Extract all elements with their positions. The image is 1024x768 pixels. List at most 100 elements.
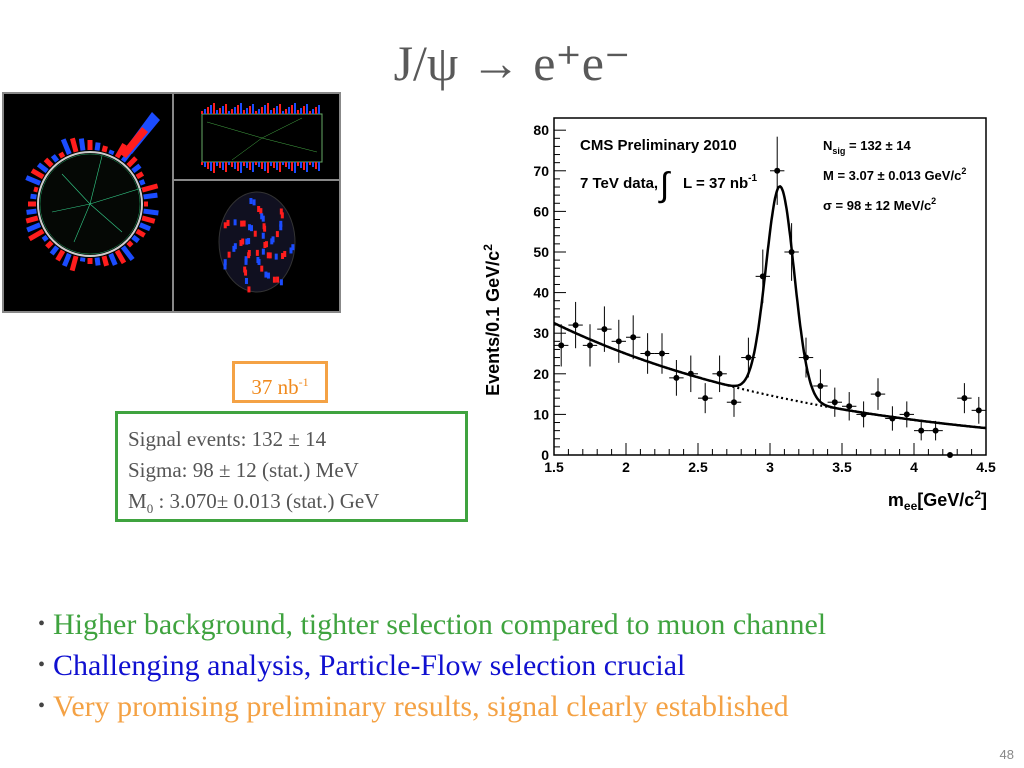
chart-luminosity-text: L = 37 nb [683,175,748,192]
fit-mass-text: M = 3.07 ± 0.013 GeV/c [823,168,961,183]
x-tick-label: 4.5 [976,459,996,475]
point-marker [745,354,752,361]
point-marker [759,273,766,280]
x-tick-label: 4 [910,459,918,475]
mass-prefix: M [128,489,147,513]
data-point [741,337,756,378]
mass-spectrum-chart: 1.5 2 2.5 3 3.5 4 4.5 0 10 20 30 40 50 60 70 80 CMS Pre… [481,117,996,513]
fit-nsig-sub: sig [832,146,845,156]
luminosity-value: 37 nb [251,375,299,399]
point-marker [587,342,593,349]
fit-mass: M = 3.07 ± 0.013 GeV/c2 [823,166,966,183]
x-axis-label-sub: ee [904,499,918,513]
point-marker [889,415,896,422]
y-tick-label: 30 [533,325,549,341]
data-point [957,383,972,414]
y-tick-label: 0 [541,447,549,463]
point-marker [903,411,910,418]
chart-luminosity: L = 37 nb-1 [683,173,758,192]
x-axis-label-close: ] [981,490,987,510]
chart-subtitle: 7 TeV data, [580,175,658,192]
data-point [698,383,713,414]
data-point [827,387,842,417]
data-point [971,396,986,424]
bullet-text-1: Higher background, tighter selection com… [53,608,827,641]
y-tick-label: 10 [533,406,549,422]
bullet-item: • Challenging analysis, Particle-Flow sel… [38,649,686,682]
mass-subscript: 0 [146,501,154,517]
x-axis-label-suffix: [GeV/c [917,490,974,510]
point-marker [659,350,665,357]
bullet-list: • Higher background, tighter selection co… [38,604,998,727]
data-point [669,359,684,396]
point-marker [875,391,881,398]
chart-title: CMS Preliminary 2010 [580,137,737,154]
data-point [813,369,828,403]
data-point [712,355,727,393]
x-tick-label: 1.5 [544,459,564,475]
fit-nsig-value: = 132 ± 14 [845,138,911,153]
data-point [770,136,785,205]
data-point [914,420,929,441]
data-point [683,355,698,393]
bullet-item: • Higher background, tighter selection co… [38,608,827,641]
page-number: 48 [999,747,1014,762]
bullet-item: • Very promising preliminary results, sig… [38,690,789,723]
point-marker [572,322,579,329]
y-tick-label: 40 [533,285,549,301]
point-marker [716,370,723,377]
point-marker [947,452,953,458]
bullet-text-3: Very promising preliminary results, sign… [53,690,789,723]
data-point [554,324,569,367]
mass-value: : 3.070± 0.013 (stat.) GeV [153,489,380,513]
point-marker [774,167,781,174]
data-point [726,387,742,417]
point-marker [644,350,651,357]
point-marker [860,411,867,418]
data-point [640,333,655,374]
point-marker [673,374,680,381]
y-tick-label: 50 [533,244,549,260]
mass-line: M0 : 3.070± 0.013 (stat.) GeV [128,486,465,524]
point-marker [558,342,565,349]
y-tick-label: 70 [533,163,549,179]
point-marker [831,399,838,406]
y-axis-label-sup: 2 [481,244,495,251]
results-box: Signal events: 132 ± 14 Sigma: 98 ± 12 (… [115,411,468,522]
point-marker [918,427,925,434]
chart-luminosity-exponent: -1 [748,173,757,184]
x-axis-label: mee[GeV/c2] [888,488,987,513]
x-axis-label-prefix: m [888,490,904,510]
point-marker [601,326,608,333]
luminosity-exponent: -1 [298,375,309,389]
point-marker [817,382,824,389]
data-point [870,378,886,410]
fit-sigma-text: σ = 98 ± 12 MeV/c [823,198,931,213]
point-marker [788,248,795,255]
point-marker [702,395,709,402]
y-tick-label: 60 [533,203,549,219]
total-fit-line [553,185,987,430]
data-point [611,319,626,363]
data-point [755,249,770,304]
data-point [798,337,814,378]
y-tick-label: 80 [533,122,549,138]
point-marker [932,427,939,434]
data-point [568,301,583,349]
point-marker [687,370,694,377]
x-tick-label: 3 [766,459,774,475]
y-tick-label: 20 [533,366,549,382]
y-axis-label-text: Events/0.1 GeV/c [483,251,503,396]
event-display-image [2,92,341,313]
data-point [928,420,943,441]
bullet-text-2: Challenging analysis, Particle-Flow sele… [53,649,686,682]
point-marker [961,395,968,402]
slide-title: J/ψ → e⁺e⁻ [393,35,631,91]
point-marker [630,334,637,341]
data-point [885,406,900,431]
fit-nsig-prefix: N [823,138,832,153]
data-point [947,452,953,458]
fit-nsig: Nsig = 132 ± 14 [823,138,912,156]
x-axis-label-sup: 2 [974,488,981,502]
point-marker [846,403,853,410]
